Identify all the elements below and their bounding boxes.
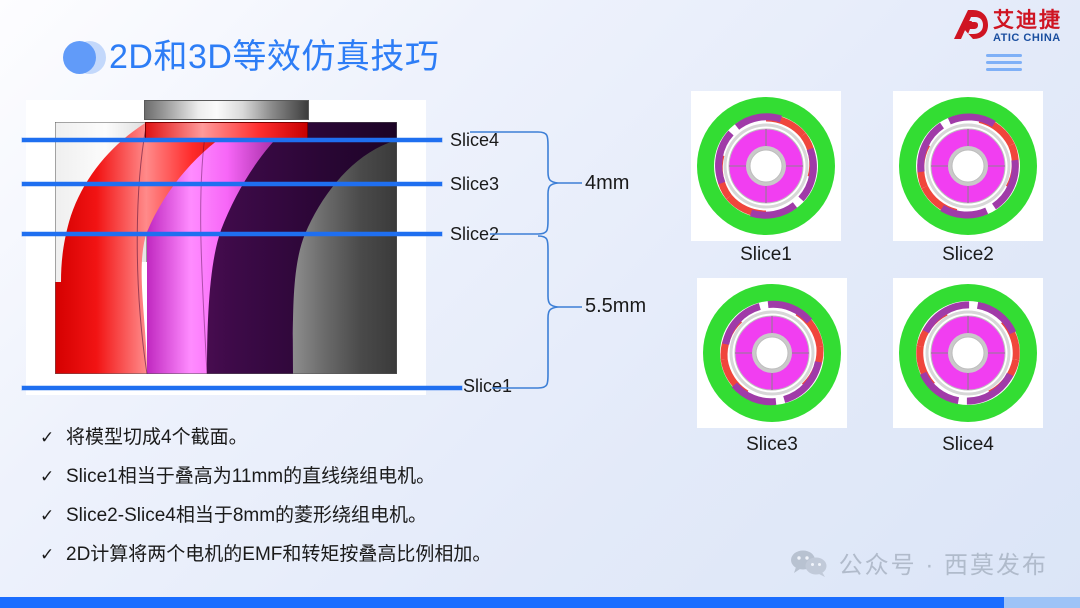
cross-section-card-slice4[interactable] [893,278,1043,428]
cross-section-caption-slice1: Slice1 [740,244,792,265]
list-item-label: 将模型切成4个截面。 [66,427,248,448]
slice-line-slice3 [22,182,442,186]
check-icon: ✓ [40,505,55,525]
hamburger-menu-icon[interactable] [986,54,1022,75]
dimension-label-5_5mm: 5.5mm [585,295,647,317]
atic-ad-monogram-icon [954,10,988,39]
brand-logo-text: 艾迪捷 ATIC CHINA [993,8,1062,44]
brand-name-cn: 艾迪捷 [993,9,1062,32]
motor-3d-model-diagram [26,100,426,395]
bullet-list: ✓ 将模型切成4个截面。 ✓ Slice1相当于叠高为11mm的直线绕组电机。 … [40,427,640,584]
check-icon: ✓ [40,428,55,447]
page-title-row: 2D和3D等效仿真技巧 [55,37,439,77]
dimension-label-4mm: 4mm [585,172,630,194]
slice-line-slice4 [22,138,442,142]
cross-section-caption-slice2: Slice2 [942,244,994,265]
cross-section-caption-slice3: Slice3 [746,434,798,455]
cross-section-card-slice3[interactable] [697,278,847,428]
check-icon: ✓ [40,466,55,486]
check-icon: ✓ [40,544,55,564]
wechat-watermark: 公众号 · 西莫发布 [789,545,1048,580]
list-item: ✓ Slice1相当于叠高为11mm的直线绕组电机。 [40,465,640,488]
model-skewed-body [55,122,397,374]
slice-line-slice1 [22,386,462,390]
brand-logo: 艾迪捷 ATIC CHINA [951,8,1062,44]
progress-bar-fill [0,597,1005,608]
cross-section-card-slice2[interactable] [893,91,1043,241]
list-item: ✓ 2D计算将两个电机的EMF和转矩按叠高比例相加。 [40,543,640,566]
slice-line-slice2 [22,232,442,236]
progress-bar-track[interactable] [0,597,1080,608]
page-title: 2D和3D等效仿真技巧 [109,38,440,76]
dimension-braces [430,110,650,410]
brand-name-en: ATIC CHINA [993,32,1061,44]
slice-label-slice1: Slice1 [463,376,513,396]
list-item: ✓ Slice2-Slice4相当于8mm的菱形绕组电机。 [40,504,640,527]
cross-section-caption-slice4: Slice4 [942,434,994,455]
list-item: ✓ 将模型切成4个截面。 [40,427,640,449]
slice-label-slice3: Slice3 [450,174,500,194]
watermark-label: 公众号 · 西莫发布 [838,552,1048,579]
list-item-label: Slice1相当于叠高为11mm的直线绕组电机。 [66,465,436,487]
list-item-label: 2D计算将两个电机的EMF和转矩按叠高比例相加。 [66,543,492,565]
model-top-cap [144,100,309,120]
slice-label-slice2: Slice2 [450,224,500,244]
wechat-icon [790,550,827,577]
title-bullet-decoration-icon [55,37,109,77]
cross-section-card-slice1[interactable] [691,91,841,241]
list-item-label: Slice2-Slice4相当于8mm的菱形绕组电机。 [66,504,428,526]
slice-label-slice4: Slice4 [450,130,500,150]
